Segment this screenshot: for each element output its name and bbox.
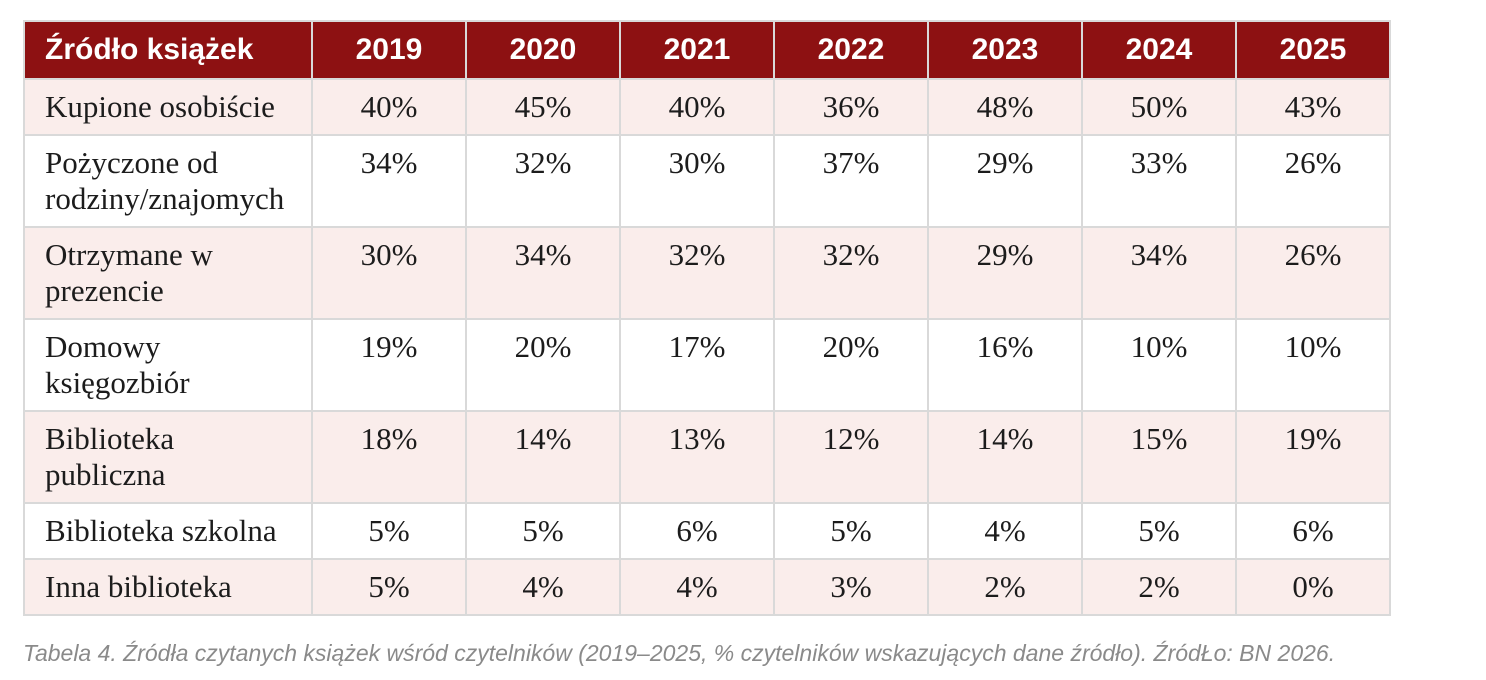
value-cell: 19% [311,318,467,412]
value-cell: 12% [773,410,929,504]
value-cell: 18% [311,410,467,504]
value-cell: 13% [619,410,775,504]
header-row: Źródło książek 2019 2020 2021 2022 2023 … [23,20,1391,80]
value-cell: 2% [927,558,1083,616]
value-cell: 32% [773,226,929,320]
year-header-2020: 2020 [465,20,621,80]
value-cell: 26% [1235,134,1391,228]
row-label: Biblioteka szkolna [23,502,313,560]
year-header-2022: 2022 [773,20,929,80]
value-cell: 29% [927,226,1083,320]
value-cell: 10% [1081,318,1237,412]
year-header-2019: 2019 [311,20,467,80]
value-cell: 50% [1081,78,1237,136]
table-row: Domowy księgozbiór 19% 20% 17% 20% 16% 1… [23,318,1391,412]
value-cell: 14% [927,410,1083,504]
value-cell: 48% [927,78,1083,136]
value-cell: 30% [311,226,467,320]
sources-table: Źródło książek 2019 2020 2021 2022 2023 … [23,20,1391,616]
value-cell: 36% [773,78,929,136]
row-label: Otrzymane w prezencie [23,226,313,320]
value-cell: 40% [311,78,467,136]
value-cell: 5% [465,502,621,560]
value-cell: 26% [1235,226,1391,320]
value-cell: 15% [1081,410,1237,504]
year-header-2024: 2024 [1081,20,1237,80]
row-label: Biblioteka publiczna [23,410,313,504]
value-cell: 6% [619,502,775,560]
value-cell: 5% [1081,502,1237,560]
value-cell: 34% [1081,226,1237,320]
value-cell: 34% [465,226,621,320]
value-cell: 0% [1235,558,1391,616]
value-cell: 6% [1235,502,1391,560]
table-header: Źródło książek 2019 2020 2021 2022 2023 … [23,20,1391,80]
table-body: Kupione osobiście 40% 45% 40% 36% 48% 50… [23,78,1391,616]
source-column-header: Źródło książek [23,20,313,80]
row-label: Kupione osobiście [23,78,313,136]
year-header-2023: 2023 [927,20,1083,80]
value-cell: 34% [311,134,467,228]
table-row: Pożyczone od rodziny/znajomych 34% 32% 3… [23,134,1391,228]
value-cell: 43% [1235,78,1391,136]
value-cell: 16% [927,318,1083,412]
value-cell: 2% [1081,558,1237,616]
value-cell: 17% [619,318,775,412]
row-label: Inna biblioteka [23,558,313,616]
value-cell: 5% [311,558,467,616]
table-row: Kupione osobiście 40% 45% 40% 36% 48% 50… [23,78,1391,136]
value-cell: 32% [619,226,775,320]
value-cell: 32% [465,134,621,228]
value-cell: 4% [927,502,1083,560]
table-row: Biblioteka szkolna 5% 5% 6% 5% 4% 5% 6% [23,502,1391,560]
value-cell: 3% [773,558,929,616]
value-cell: 33% [1081,134,1237,228]
table-row: Inna biblioteka 5% 4% 4% 3% 2% 2% 0% [23,558,1391,616]
value-cell: 5% [311,502,467,560]
value-cell: 29% [927,134,1083,228]
value-cell: 45% [465,78,621,136]
value-cell: 37% [773,134,929,228]
value-cell: 20% [773,318,929,412]
value-cell: 20% [465,318,621,412]
value-cell: 19% [1235,410,1391,504]
year-header-2025: 2025 [1235,20,1391,80]
value-cell: 4% [619,558,775,616]
value-cell: 30% [619,134,775,228]
value-cell: 10% [1235,318,1391,412]
table-row: Otrzymane w prezencie 30% 34% 32% 32% 29… [23,226,1391,320]
row-label: Domowy księgozbiór [23,318,313,412]
row-label: Pożyczone od rodziny/znajomych [23,134,313,228]
table-caption: Tabela 4. Źródła czytanych książek wśród… [23,640,1336,666]
value-cell: 14% [465,410,621,504]
value-cell: 5% [773,502,929,560]
year-header-2021: 2021 [619,20,775,80]
value-cell: 4% [465,558,621,616]
table-row: Biblioteka publiczna 18% 14% 13% 12% 14%… [23,410,1391,504]
value-cell: 40% [619,78,775,136]
